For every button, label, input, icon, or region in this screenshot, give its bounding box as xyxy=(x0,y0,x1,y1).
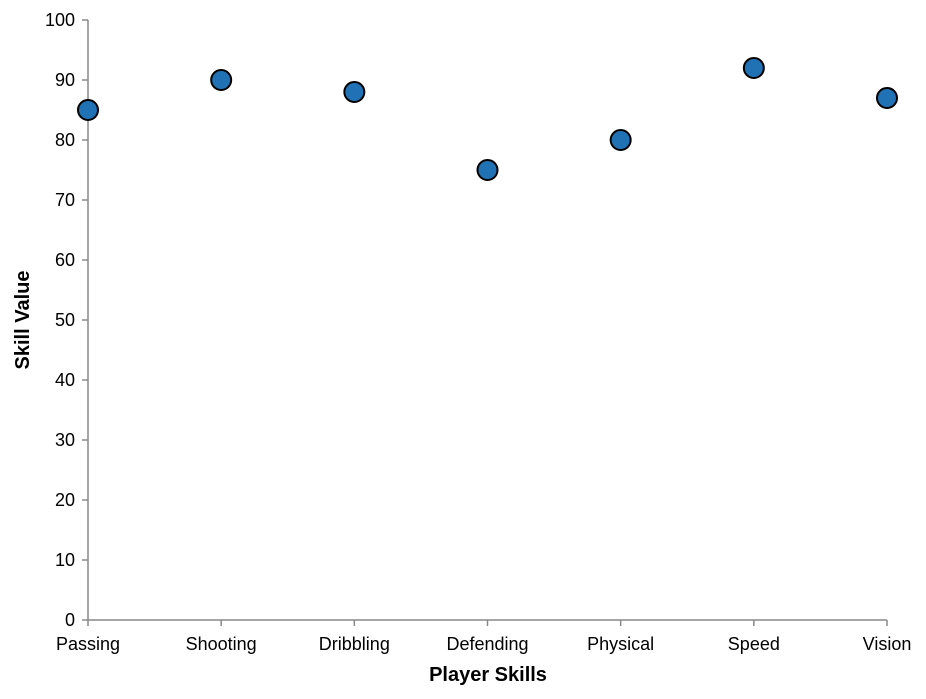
x-tick-label: Physical xyxy=(587,634,654,654)
x-axis: Passing Shooting Dribbling Defending Physica… xyxy=(56,619,912,654)
data-points xyxy=(77,57,898,181)
x-tick-label: Defending xyxy=(446,634,528,654)
y-tick-label: 40 xyxy=(55,370,75,390)
y-tick-label: 30 xyxy=(55,430,75,450)
x-tick-label: Vision xyxy=(863,634,912,654)
y-tick-label: 70 xyxy=(55,190,75,210)
data-point xyxy=(476,159,499,181)
y-tick-label: 100 xyxy=(45,10,75,30)
x-tick-label: Speed xyxy=(728,634,780,654)
y-tick-label: 90 xyxy=(55,70,75,90)
x-tick-label: Shooting xyxy=(186,634,257,654)
x-tick-label: Dribbling xyxy=(319,634,390,654)
data-point xyxy=(77,99,99,121)
y-tick-label: 80 xyxy=(55,130,75,150)
y-tick-label: 20 xyxy=(55,490,75,510)
y-axis: 0 10 20 30 40 50 60 70 80 90 100 xyxy=(45,10,89,630)
x-axis-title: Player Skills xyxy=(429,664,547,686)
y-tick-label: 0 xyxy=(65,610,75,630)
y-tick-label: 60 xyxy=(55,250,75,270)
x-tick-label: Passing xyxy=(56,634,120,654)
y-tick-label: 50 xyxy=(55,310,75,330)
data-point xyxy=(742,57,765,79)
data-point xyxy=(876,87,898,109)
y-axis-title: Skill Value xyxy=(12,271,34,370)
y-tick-label: 10 xyxy=(55,550,75,570)
data-point xyxy=(210,69,233,91)
data-point xyxy=(609,129,632,151)
data-point xyxy=(343,81,366,103)
